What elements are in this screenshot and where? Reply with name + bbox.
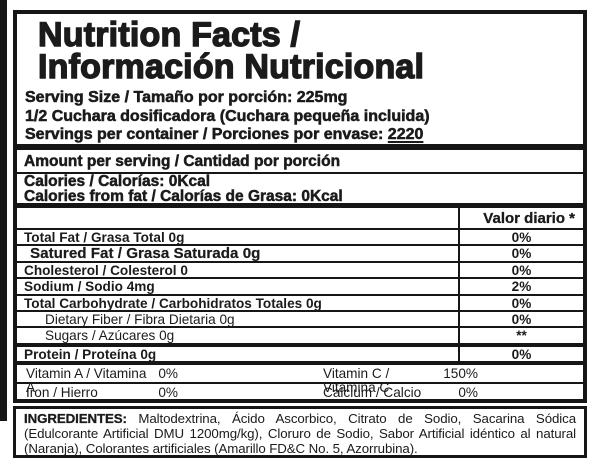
nutrient-name: Protein / Proteína 0g <box>24 346 157 362</box>
calories-from-fat-line: Calories from fat / Calorías de Grasa: 0… <box>24 187 343 205</box>
servings-line-prefix: Servings per container / Porciones por e… <box>25 126 388 144</box>
serving-size-line: Serving Size / Tamaño por porción: 225mg <box>25 89 348 107</box>
daily-value-header: Valor diario * <box>458 208 583 228</box>
calcium-value: 0% <box>458 385 478 401</box>
nutrient-daily-value: 0% <box>458 262 583 277</box>
nutrient-daily-value: 0% <box>458 246 583 261</box>
nutrient-name: Cholesterol / Colesterol 0 <box>24 262 188 278</box>
row-sodium: Sodium / Sodio 4mg 2% <box>17 279 583 296</box>
servings-value: 2220 <box>387 126 424 144</box>
nutrient-name: Sugars / Azúcares 0g <box>45 328 175 344</box>
vitamin-c-pair: Vitamin C / Vitamina C 150% <box>323 367 478 395</box>
nutrient-daily-value: 0% <box>458 230 583 245</box>
nutrient-name: Dietary Fiber / Fibra Dietaria 0g <box>45 311 235 327</box>
iron-pair: Iron / Hierro 0% <box>26 386 178 400</box>
label-title: Nutrition Facts / Información Nutriciona… <box>25 16 583 86</box>
iron-name: Iron / Hierro <box>26 385 98 401</box>
label-title-line2: Información Nutricional <box>37 48 425 86</box>
nutrient-daily-value: 2% <box>458 279 583 294</box>
row-protein: Protein / Proteína 0g 0% <box>17 346 583 366</box>
vitamin-row-2: Iron / Hierro 0% Calcium / Calcio 0% <box>17 384 583 403</box>
servings-per-container-line: Servings per container / Porciones por e… <box>25 126 583 145</box>
label-title-line1: Nutrition Facts / <box>37 16 301 54</box>
nutrient-name: Satured Fat / Grasa Saturada 0g <box>30 245 261 263</box>
ingredients-text: Maltodextrina, Ácido Ascorbico, Citrato … <box>24 411 576 456</box>
vitamin-a-value: 0% <box>158 366 178 382</box>
row-total-carbohydrate: Total Carbohydrate / Carbohidratos Total… <box>17 295 583 312</box>
nutrient-name: Total Carbohydrate / Carbohidratos Total… <box>24 295 322 311</box>
nutrient-name: Sodium / Sodio 4mg <box>24 279 155 295</box>
nutrient-daily-value: ** <box>458 328 583 343</box>
calories-line: Calories / Calorías: 0Kcal <box>24 173 211 190</box>
daily-value-header-row: Valor diario * <box>17 208 583 230</box>
row-saturated-fat: Satured Fat / Grasa Saturada 0g 0% <box>17 245 583 263</box>
vitamin-row-1: Vitamin A / Vitamina A 0% Vitamin C / Vi… <box>17 365 583 395</box>
row-dietary-fiber: Dietary Fiber / Fibra Dietaria 0g 0% <box>17 311 583 329</box>
scoop-line: 1/2 Cuchara dosificadora (Cuchara pequeñ… <box>25 107 430 125</box>
ingredients-label: INGREDIENTES: <box>24 411 127 426</box>
nutrient-name: Total Fat / Grasa Total 0g <box>24 230 185 245</box>
label-header-section: Nutrition Facts / Información Nutriciona… <box>17 14 583 150</box>
row-sugars: Sugars / Azúcares 0g ** <box>17 328 583 347</box>
vitamin-c-name: Vitamin C / Vitamina C <box>323 366 390 396</box>
nutrient-daily-value: 0% <box>458 295 583 310</box>
row-total-fat: Total Fat / Grasa Total 0g 0% <box>17 230 583 247</box>
iron-value: 0% <box>158 385 178 401</box>
nutrient-daily-value: 0% <box>458 346 583 361</box>
vitamin-a-name: Vitamin A / Vitamina A <box>26 366 147 396</box>
ingredients-section: INGREDIENTES: Maltodextrina, Ácido Ascor… <box>13 406 587 458</box>
vitamin-c-value: 150% <box>443 366 478 382</box>
calcium-pair: Calcium / Calcio 0% <box>323 386 478 400</box>
nutrient-daily-value: 0% <box>458 311 583 327</box>
row-cholesterol: Cholesterol / Colesterol 0 0% <box>17 262 583 280</box>
scan-artifact-strip <box>0 0 7 421</box>
nutrition-facts-panel: Nutrition Facts / Información Nutriciona… <box>13 10 587 403</box>
serving-info: Serving Size / Tamaño por porción: 225mg… <box>25 89 583 145</box>
calories-section: Calories / Calorías: 0Kcal Calories from… <box>17 174 583 208</box>
calcium-name: Calcium / Calcio <box>323 385 422 401</box>
amount-per-serving-row: Amount per serving / Cantidad por porció… <box>17 150 583 174</box>
vitamin-a-pair: Vitamin A / Vitamina A 0% <box>26 367 178 395</box>
